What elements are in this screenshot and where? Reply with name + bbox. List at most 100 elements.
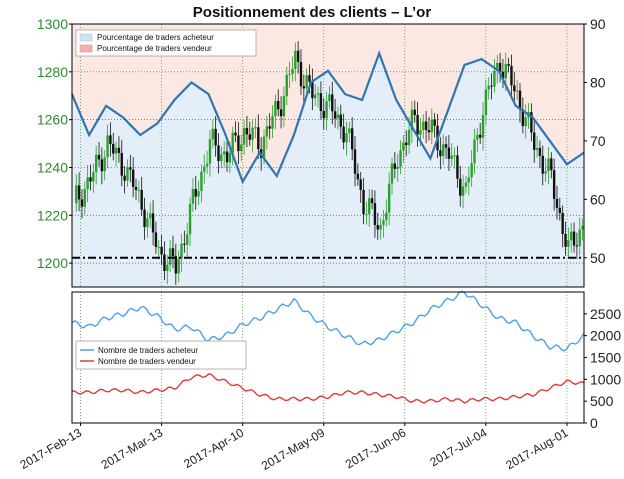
candle-body — [180, 243, 183, 259]
candle-body — [154, 232, 158, 247]
long-fill-bar — [416, 136, 420, 287]
candle-body — [368, 198, 371, 215]
right-tick-label: 50 — [590, 250, 606, 266]
long-count-line — [71, 290, 585, 352]
long-fill-bar — [180, 92, 184, 287]
short-fill-bar — [538, 24, 542, 128]
short-fill-bar — [336, 24, 340, 85]
candle-body — [265, 126, 269, 137]
long-fill-bar — [481, 60, 485, 287]
candle-body — [89, 177, 92, 182]
short-fill-bar — [427, 24, 431, 156]
long-fill-bar — [495, 69, 499, 287]
short-fill-bar — [214, 24, 218, 112]
short-fill-bar — [94, 24, 98, 123]
short-fill-bar — [345, 24, 349, 95]
candle-body — [387, 183, 391, 213]
short-fill-bar — [219, 24, 224, 125]
candle-body — [106, 135, 109, 158]
candle-body — [191, 188, 195, 204]
long-fill-bar — [123, 118, 127, 287]
long-fill-bar — [154, 124, 158, 288]
long-fill-bar — [271, 170, 275, 287]
short-fill-bar — [239, 24, 243, 178]
long-fill-bar — [268, 166, 272, 287]
left-tick-label: 1300 — [37, 16, 68, 32]
candle-body — [285, 74, 288, 97]
x-tick-label: 2017-May-09 — [259, 425, 328, 473]
candle-body — [291, 69, 294, 75]
short-fill-bar — [413, 24, 417, 132]
short-fill-bar — [444, 24, 448, 116]
long-fill-bar — [367, 80, 371, 287]
candle-body — [487, 85, 490, 90]
short-fill-bar — [458, 24, 462, 77]
long-fill-bar — [487, 63, 491, 287]
long-fill-bar — [382, 64, 386, 288]
candle-body — [205, 163, 209, 167]
long-fill-bar — [524, 112, 528, 287]
short-fill-bar — [419, 24, 423, 142]
candle-body — [168, 248, 172, 265]
long-fill-bar — [242, 179, 246, 287]
candle-body — [231, 132, 234, 153]
short-fill-bar — [492, 24, 497, 68]
long-fill-bar — [532, 119, 536, 287]
short-fill-bar — [416, 24, 420, 137]
candle-body — [359, 179, 362, 190]
long-fill-bar — [512, 102, 517, 288]
candle-body — [581, 225, 584, 230]
long-fill-bar — [330, 76, 334, 287]
long-fill-bar — [384, 72, 389, 287]
candle-body — [282, 96, 286, 117]
candle-body — [513, 85, 516, 92]
candle-body — [490, 85, 493, 87]
long-fill-bar — [547, 138, 551, 287]
candle-body — [151, 213, 155, 233]
top-panel-fill — [72, 24, 585, 288]
candle-body — [251, 127, 254, 140]
short-fill-bar — [180, 24, 184, 93]
short-fill-bar — [518, 24, 522, 109]
short-fill-bar — [450, 24, 454, 100]
short-fill-bar — [407, 24, 411, 122]
long-fill-bar — [256, 155, 261, 287]
short-fill-bar — [157, 24, 161, 122]
long-fill-bar — [308, 86, 312, 287]
long-fill-bar — [293, 130, 298, 287]
short-fill-bar — [325, 24, 329, 72]
long-fill-bar — [97, 117, 101, 288]
x-tick-label: 2017-Jun-06 — [343, 425, 409, 471]
candle-body — [504, 64, 507, 79]
short-fill-bar — [364, 24, 369, 89]
short-fill-bar — [544, 24, 548, 136]
candle-body — [311, 81, 314, 99]
short-fill-bar — [566, 24, 571, 164]
candle-body — [501, 71, 505, 79]
long-fill-bar — [492, 67, 497, 287]
right-tick-label: 80 — [590, 74, 606, 90]
legend-label-long-count: Nombre de traders acheteur — [98, 346, 198, 355]
candle-body — [481, 115, 485, 138]
candle-body — [194, 188, 197, 197]
short-count-line — [71, 373, 585, 404]
left-tick-label: 1220 — [37, 207, 68, 223]
short-fill-bar — [470, 24, 474, 63]
short-fill-bar — [128, 24, 133, 125]
candle-body — [547, 158, 550, 172]
candle-body — [333, 111, 337, 119]
short-fill-bar — [475, 24, 480, 61]
candle-body — [77, 185, 81, 200]
candle-body — [294, 50, 297, 70]
short-fill-bar — [555, 24, 559, 151]
candle-body — [572, 231, 576, 246]
legend-swatch-long — [79, 33, 93, 42]
long-fill-bar — [126, 121, 130, 288]
short-fill-bar — [362, 24, 366, 97]
candle-body — [496, 62, 499, 71]
candle-body — [430, 119, 434, 133]
candle-body — [94, 154, 98, 173]
short-fill-bar — [529, 24, 534, 117]
candle-body — [535, 147, 539, 150]
x-tick-label: 2017-Mar-13 — [99, 425, 166, 472]
